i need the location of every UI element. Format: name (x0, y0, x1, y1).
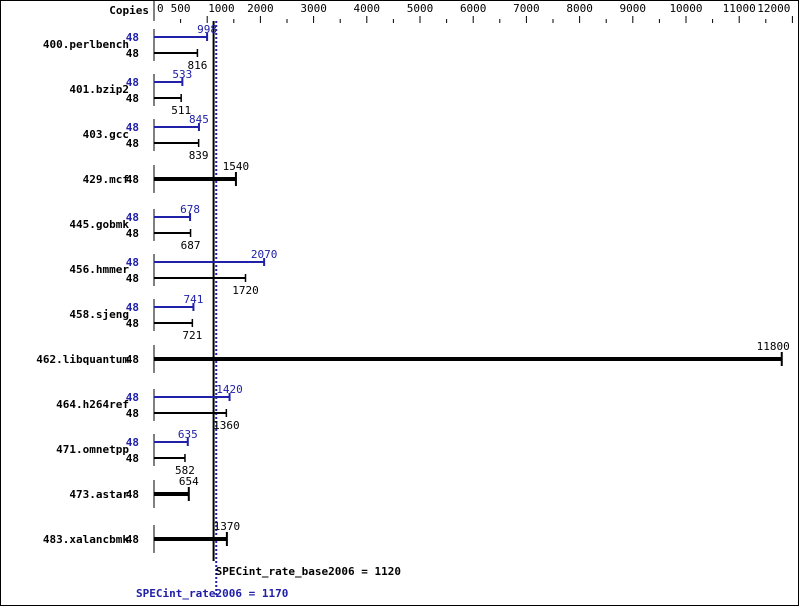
benchmark-label: 464.h264ref (56, 398, 129, 411)
benchmark-label: 471.omnetpp (56, 443, 129, 456)
base-copies: 48 (126, 407, 139, 420)
base-value-label: 816 (187, 59, 207, 72)
benchmark-label: 462.libquantum (36, 353, 129, 366)
peak-value-label: 1420 (216, 383, 243, 396)
tick-label: 6000 (460, 2, 487, 15)
base-value-label: 839 (189, 149, 209, 162)
base-bar (154, 357, 782, 361)
peak-copies: 48 (126, 31, 139, 44)
tick-label: 8000 (566, 2, 593, 15)
tick-label: 12000 (757, 2, 790, 15)
base-value-label: 654 (179, 475, 199, 488)
benchmark-label: 400.perlbench (43, 38, 129, 51)
base-copies: 48 (126, 137, 139, 150)
base-bar (154, 492, 189, 496)
peak-copies: 48 (126, 211, 139, 224)
base-reference-label: SPECint_rate_base2006 = 1120 (216, 565, 401, 578)
base-copies: 48 (126, 227, 139, 240)
benchmark-label: 473.astar (69, 488, 129, 501)
tick-label: 10000 (669, 2, 702, 15)
base-bar (154, 537, 227, 541)
base-copies: 48 (126, 272, 139, 285)
peak-copies: 48 (126, 121, 139, 134)
base-value-label: 687 (181, 239, 201, 252)
base-value-label: 582 (175, 464, 195, 477)
base-value-label: 1540 (223, 160, 250, 173)
benchmark-label: 456.hmmer (69, 263, 129, 276)
base-value-label: 1370 (214, 520, 241, 533)
base-copies: 48 (126, 488, 139, 501)
tick-label: 4000 (354, 2, 381, 15)
peak-copies: 48 (126, 436, 139, 449)
base-copies: 48 (126, 533, 139, 546)
base-copies: 48 (126, 47, 139, 60)
peak-reference-label: SPECint_rate2006 = 1170 (136, 587, 288, 600)
tick-label: 3000 (300, 2, 327, 15)
base-value-label: 721 (182, 329, 202, 342)
benchmark-label: 445.gobmk (69, 218, 129, 231)
tick-label: 5000 (407, 2, 434, 15)
peak-value-label: 845 (189, 113, 209, 126)
peak-value-label: 998 (197, 23, 217, 36)
peak-value-label: 678 (180, 203, 200, 216)
base-value-label: 1720 (232, 284, 259, 297)
tick-label: 7000 (513, 2, 540, 15)
benchmark-label: 403.gcc (83, 128, 129, 141)
base-copies: 48 (126, 92, 139, 105)
axis-label: Copies (109, 4, 149, 17)
tick-label: 0 (157, 2, 164, 15)
base-copies: 48 (126, 452, 139, 465)
benchmark-label: 483.xalancbmk (43, 533, 129, 546)
peak-value-label: 533 (172, 68, 192, 81)
base-copies: 48 (126, 317, 139, 330)
tick-label: 9000 (620, 2, 647, 15)
benchmark-label: 429.mcf (83, 173, 129, 186)
peak-copies: 48 (126, 256, 139, 269)
benchmark-label: 458.sjeng (69, 308, 129, 321)
tick-label: 11000 (723, 2, 756, 15)
base-bar (154, 177, 236, 181)
benchmark-label: 401.bzip2 (69, 83, 129, 96)
tick-label: 500 (171, 2, 191, 15)
peak-value-label: 741 (183, 293, 203, 306)
tick-label: 2000 (247, 2, 274, 15)
peak-copies: 48 (126, 301, 139, 314)
base-value-label: 11800 (757, 340, 790, 353)
peak-copies: 48 (126, 391, 139, 404)
peak-value-label: 635 (178, 428, 198, 441)
peak-value-label: 2070 (251, 248, 278, 261)
tick-label: 1000 (208, 2, 235, 15)
base-copies: 48 (126, 353, 139, 366)
base-value-label: 1360 (213, 419, 240, 432)
base-copies: 48 (126, 173, 139, 186)
base-value-label: 511 (171, 104, 191, 117)
peak-copies: 48 (126, 76, 139, 89)
